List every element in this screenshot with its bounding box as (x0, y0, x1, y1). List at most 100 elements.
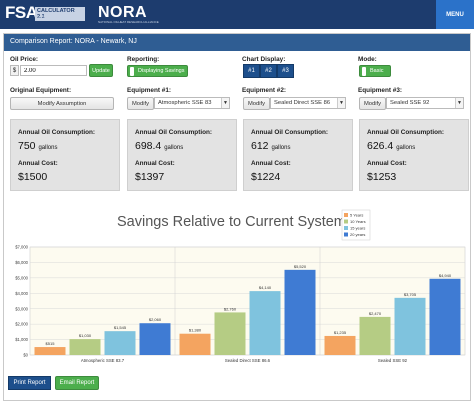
mode-label: Mode: (358, 56, 377, 63)
bar (284, 269, 316, 355)
consumption-value: 750 gallons (18, 140, 57, 152)
bar-value-label: $1,030 (79, 333, 92, 338)
bar (324, 335, 356, 355)
legend-entry: 5 Years (350, 213, 363, 218)
bar (394, 297, 426, 355)
toggle-knob (130, 67, 134, 76)
equipment-2-modify-button[interactable]: Modify (243, 97, 270, 110)
x-category-label: Sealed SSE 92 (378, 358, 408, 363)
original-equipment-label: Original Equipment: (10, 87, 72, 94)
print-report-button[interactable]: Print Report (8, 376, 51, 390)
bar-value-label: $2,060 (149, 317, 162, 322)
y-tick-label: $4,000 (15, 291, 28, 296)
legend-entry: 20 years (350, 232, 365, 237)
oil-price-input[interactable] (20, 65, 87, 76)
modify-assumption-button[interactable]: Modify Assumption (10, 97, 114, 110)
consumption-value: 612 gallons (251, 140, 290, 152)
reporting-toggle[interactable]: Displaying Savings (127, 65, 188, 77)
bar (429, 278, 461, 355)
report-title: Comparison Report: NORA - Newark, NJ (4, 34, 470, 51)
consumption-label: Annual Oil Consumption: (135, 129, 213, 136)
consumption-label: Annual Oil Consumption: (367, 129, 445, 136)
chart-display-option-1[interactable]: #1 (243, 64, 260, 78)
equipment-3-select[interactable]: Sealed SSE 92 ▼ (386, 97, 464, 109)
cost-value: $1224 (251, 171, 281, 183)
mode-value: Basic (370, 68, 384, 74)
consumption-number: 750 (18, 140, 36, 152)
plot-area (29, 246, 466, 356)
equipment-3-modify-button[interactable]: Modify (359, 97, 386, 110)
cost-value: $1397 (135, 171, 165, 183)
legend-swatch (344, 219, 348, 224)
equipment-1-selected: Atmospheric SSE 83 (158, 100, 212, 106)
equipment-1-card: Annual Oil Consumption: 698.4 gallons An… (127, 119, 237, 191)
equipment-1-modify-button[interactable]: Modify (127, 97, 154, 110)
chart-title: Savings Relative to Current System (117, 214, 346, 230)
bar-value-label: $4,140 (259, 285, 272, 290)
consumption-number: 612 (251, 140, 269, 152)
bar (249, 291, 281, 355)
mode-toggle[interactable]: Basic (359, 65, 391, 77)
bar (69, 339, 101, 355)
reporting-value: Displaying Savings (138, 68, 185, 74)
chevron-down-icon: ▼ (221, 98, 229, 108)
cost-value: $1500 (18, 171, 48, 183)
legend-entry: 15 years (350, 226, 365, 231)
consumption-value: 626.4 gallons (367, 140, 415, 152)
equipment-3-label: Equipment #3: (358, 87, 403, 94)
bar-value-label: $4,940 (439, 273, 452, 278)
bar-value-label: $515 (46, 341, 56, 346)
bar (214, 312, 246, 355)
chevron-down-icon: ▼ (455, 98, 463, 108)
menu-button[interactable]: MENU (436, 0, 474, 29)
cost-label: Annual Cost: (18, 160, 58, 167)
y-tick-label: $0 (23, 353, 28, 358)
equipment-2-select[interactable]: Sealed Direct SSE 86 ▼ (270, 97, 346, 109)
cost-label: Annual Cost: (367, 160, 407, 167)
legend-entry: 10 Years (350, 219, 366, 224)
update-button[interactable]: Update (89, 64, 113, 77)
bar-value-label: $1,380 (189, 328, 202, 333)
consumption-number: 698.4 (135, 140, 162, 152)
y-tick-label: $6,000 (15, 260, 28, 265)
equipment-3-card: Annual Oil Consumption: 626.4 gallons An… (359, 119, 469, 191)
legend-swatch (344, 226, 348, 230)
chart-display-option-2[interactable]: #2 (260, 64, 277, 78)
bar-value-label: $5,520 (294, 264, 307, 269)
equipment-2-label: Equipment #2: (242, 87, 287, 94)
nora-logo-subtitle: NATIONAL OILHEAT RESEARCH ALLIANCE (98, 20, 159, 24)
reporting-label: Reporting: (127, 56, 160, 63)
equipment-2-card: Annual Oil Consumption: 612 gallons Annu… (243, 119, 353, 191)
logo-badge: CALCULATOR 2.1 (35, 7, 85, 21)
fsa-calculator-logo: FSA CALCULATOR 2.1 Fuel Savings Analysis (5, 3, 85, 22)
bar (104, 331, 136, 355)
legend-swatch (344, 213, 348, 217)
toggle-knob (362, 67, 366, 76)
nora-logo-text: NORA (98, 4, 148, 21)
equipment-1-select[interactable]: Atmospheric SSE 83 ▼ (154, 97, 230, 109)
top-navigation-bar: FSA CALCULATOR 2.1 Fuel Savings Analysis… (0, 0, 474, 29)
logo-subtitle: Fuel Savings Analysis (35, 15, 70, 19)
consumption-unit: gallons (164, 145, 184, 151)
x-category-label: Atmospheric SSE 83.7 (81, 358, 125, 363)
y-tick-label: $1,000 (15, 337, 28, 342)
y-tick-label: $5,000 (15, 275, 28, 280)
x-category-label: Sealed Direct SSE 86.6 (225, 358, 271, 363)
equipment-1-label: Equipment #1: (127, 87, 172, 94)
email-report-button[interactable]: Email Report (55, 376, 99, 390)
consumption-unit: gallons (38, 145, 58, 151)
bar-value-label: $3,705 (404, 292, 417, 297)
consumption-label: Annual Oil Consumption: (18, 129, 96, 136)
original-equipment-card: Annual Oil Consumption: 750 gallons Annu… (10, 119, 120, 191)
cost-label: Annual Cost: (135, 160, 175, 167)
y-tick-label: $3,000 (15, 306, 28, 311)
bar (34, 347, 66, 355)
bar-value-label: $1,235 (334, 330, 347, 335)
nora-logo: NORA NATIONAL OILHEAT RESEARCH ALLIANCE (98, 4, 159, 24)
bar (179, 333, 211, 355)
bar-value-label: $2,470 (369, 311, 382, 316)
chart-display-option-3[interactable]: #3 (277, 64, 294, 78)
y-tick-label: $7,000 (15, 245, 28, 250)
oil-price-label: Oil Price: (10, 56, 39, 63)
